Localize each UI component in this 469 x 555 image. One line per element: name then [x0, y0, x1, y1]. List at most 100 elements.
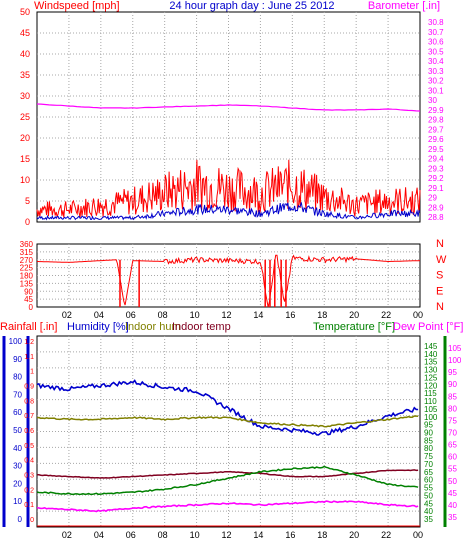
y-tick-label: 0.7 — [24, 413, 34, 420]
y-tick-label: 15 — [20, 154, 30, 164]
y-tick-label: 0.1 — [24, 502, 34, 509]
x-tick-label: 16 — [285, 530, 295, 540]
barometer-line — [36, 103, 421, 112]
x-tick-label: 16 — [285, 310, 295, 320]
x-tick-label: 12 — [222, 310, 232, 320]
y-tick-label: N — [436, 301, 444, 313]
y-tick-label: 85 — [424, 436, 433, 445]
y-tick-label: 10 — [13, 497, 22, 506]
y-tick-label: 45 — [424, 499, 433, 508]
humidity-line — [36, 379, 419, 436]
y-tick-label: 29.4 — [428, 155, 444, 164]
y-tick-label: 140 — [424, 350, 438, 359]
temperature-humidity-panel: 02 04 06 08 10 12 14 16 18 20 22 000102030405060708… — [2, 335, 462, 540]
y-tick-label: 0.4 — [24, 458, 34, 465]
x-tick-label: 06 — [126, 310, 136, 320]
x-tick-label: 20 — [349, 310, 359, 320]
y-tick-label: 40 — [20, 49, 30, 59]
y-tick-label: 30.8 — [428, 18, 444, 27]
y-tick-label: 80 — [424, 444, 433, 453]
y-tick-label: 95 — [448, 368, 457, 377]
y-tick-label: 100 — [9, 337, 23, 346]
y-tick-label: 50 — [424, 491, 433, 500]
y-tick-label: 70 — [13, 390, 22, 399]
x-tick-label: 22 — [381, 310, 391, 320]
x-tick-label: 08 — [158, 530, 168, 540]
x-tick-label: 14 — [253, 530, 263, 540]
y-tick-label: 0 — [18, 515, 23, 524]
y-tick-label: 40 — [448, 501, 457, 510]
y-tick-label: 360 — [20, 240, 34, 249]
windspeed-axis-label: Windspeed [mph] — [34, 0, 120, 12]
y-tick-label: 0.6 — [24, 428, 34, 435]
y-tick-label: 75 — [448, 416, 457, 425]
x-tick-label: 00 — [413, 310, 423, 320]
y-tick-label: 105 — [424, 405, 438, 414]
y-tick-label: 120 — [424, 381, 438, 390]
y-tick-label: 225 — [20, 264, 34, 273]
x-tick-label: 12 — [222, 530, 232, 540]
y-tick-label: E — [436, 285, 443, 297]
y-tick-label: 29.8 — [428, 116, 444, 125]
y-tick-label: 28.8 — [428, 213, 444, 222]
x-tick-label: 10 — [190, 530, 200, 540]
y-tick-label: W — [436, 254, 447, 266]
y-tick-label: 45 — [20, 28, 30, 38]
y-tick-label: 90 — [424, 429, 433, 438]
y-tick-label: 0.9 — [24, 384, 34, 391]
y-tick-label: 29.7 — [428, 125, 444, 134]
y-tick-label: 35 — [20, 70, 30, 80]
y-tick-label: 29 — [428, 194, 437, 203]
y-tick-label: 90 — [13, 355, 22, 364]
x-tick-label: 08 — [158, 310, 168, 320]
x-tick-label: 18 — [317, 310, 327, 320]
rainfall-label: Rainfall [.in] — [0, 321, 57, 333]
indoor-temp-line — [37, 469, 419, 479]
wind-direction-panel: 02 04 06 08 10 12 14 16 18 20 22 000459013518022527… — [20, 238, 447, 320]
y-tick-label: 5 — [25, 196, 30, 206]
temperature-line — [36, 465, 419, 496]
y-tick-label: 60 — [13, 408, 22, 417]
x-tick-label: 14 — [253, 310, 263, 320]
y-tick-label: 30.5 — [428, 47, 444, 56]
y-tick-label: 30.3 — [428, 67, 444, 76]
y-tick-label: 270 — [20, 256, 34, 265]
y-tick-label: 125 — [424, 373, 438, 382]
y-tick-label: 30.7 — [428, 28, 444, 37]
y-tick-label: 30 — [428, 96, 437, 105]
y-tick-label: 30.1 — [428, 86, 444, 95]
dew-point-label: Dew Point [°F] — [393, 321, 463, 333]
wind-gust-line — [36, 159, 421, 219]
indoor-humidity-line — [36, 415, 419, 428]
y-tick-label: 65 — [448, 441, 457, 450]
y-tick-label: 110 — [424, 397, 437, 406]
y-tick-label: 130 — [424, 366, 438, 375]
y-tick-label: 30.6 — [428, 38, 444, 47]
y-tick-label: 25 — [20, 112, 30, 122]
y-tick-label: 115 — [424, 389, 437, 398]
y-tick-label: 29.1 — [428, 184, 444, 193]
y-tick-label: S — [436, 270, 443, 282]
y-tick-label: 40 — [13, 444, 22, 453]
x-tick-label: 06 — [126, 530, 136, 540]
y-tick-label: 30.2 — [428, 77, 444, 86]
y-tick-label: 20 — [13, 479, 22, 488]
x-tick-label: 20 — [349, 530, 359, 540]
y-tick-label: 60 — [424, 476, 433, 485]
y-tick-label: 29.2 — [428, 174, 444, 183]
y-tick-label: 85 — [448, 392, 457, 401]
x-tick-label: 04 — [94, 310, 104, 320]
x-tick-label: 02 — [62, 310, 72, 320]
y-tick-label: 1 — [30, 369, 34, 376]
y-tick-label: 100 — [424, 413, 438, 422]
y-tick-label: 28.9 — [428, 203, 444, 212]
y-tick-label: 90 — [448, 380, 457, 389]
y-tick-label: 30 — [20, 91, 30, 101]
y-tick-label: 0.3 — [24, 473, 34, 480]
y-tick-label: 75 — [424, 452, 433, 461]
y-tick-label: 70 — [448, 429, 457, 438]
x-tick-label: 22 — [381, 530, 391, 540]
humidity-label: Humidity [%] — [67, 321, 129, 333]
y-tick-label: 29.9 — [428, 106, 444, 115]
